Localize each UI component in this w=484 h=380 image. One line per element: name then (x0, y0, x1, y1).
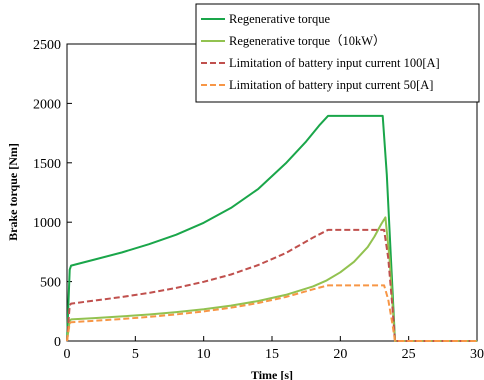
x-tick-label: 5 (132, 347, 139, 362)
series-line-1 (66, 114, 477, 342)
series-line-2 (66, 216, 477, 342)
y-tick-label: 2500 (33, 38, 61, 53)
series-line-4 (66, 284, 477, 342)
legend-entry-1: Regenerative torque (229, 12, 330, 26)
y-tick-label: 1000 (33, 216, 61, 231)
legend-entry-3: Limitation of battery input current 100[… (229, 56, 440, 70)
y-tick-label: 2000 (33, 97, 61, 112)
legend-box (195, 3, 480, 103)
y-tick-label: 500 (40, 276, 61, 291)
y-tick-label: 1500 (33, 157, 61, 172)
x-tick-label: 10 (197, 347, 211, 362)
x-tick-label: 0 (64, 347, 71, 362)
series-layer (66, 114, 477, 342)
legend: Regenerative torque Regenerative torque（1… (195, 3, 480, 103)
y-tick-label: 0 (54, 335, 61, 350)
x-tick-label: 15 (265, 347, 279, 362)
x-axis-title: Time [s] (251, 368, 293, 380)
legend-entry-2: Regenerative torque（10kW） (229, 34, 386, 48)
y-axis-title: Brake torque [Nm] (6, 143, 20, 241)
axis-ticks: 0 5 10 15 20 25 30 0 500 1000 1500 2000 2500 (33, 38, 484, 362)
x-tick-label: 20 (333, 347, 347, 362)
series-line-3 (66, 228, 477, 342)
x-tick-label: 25 (402, 347, 416, 362)
x-tick-label: 30 (470, 347, 484, 362)
legend-entry-4: Limitation of battery input current 50[A… (229, 78, 433, 92)
